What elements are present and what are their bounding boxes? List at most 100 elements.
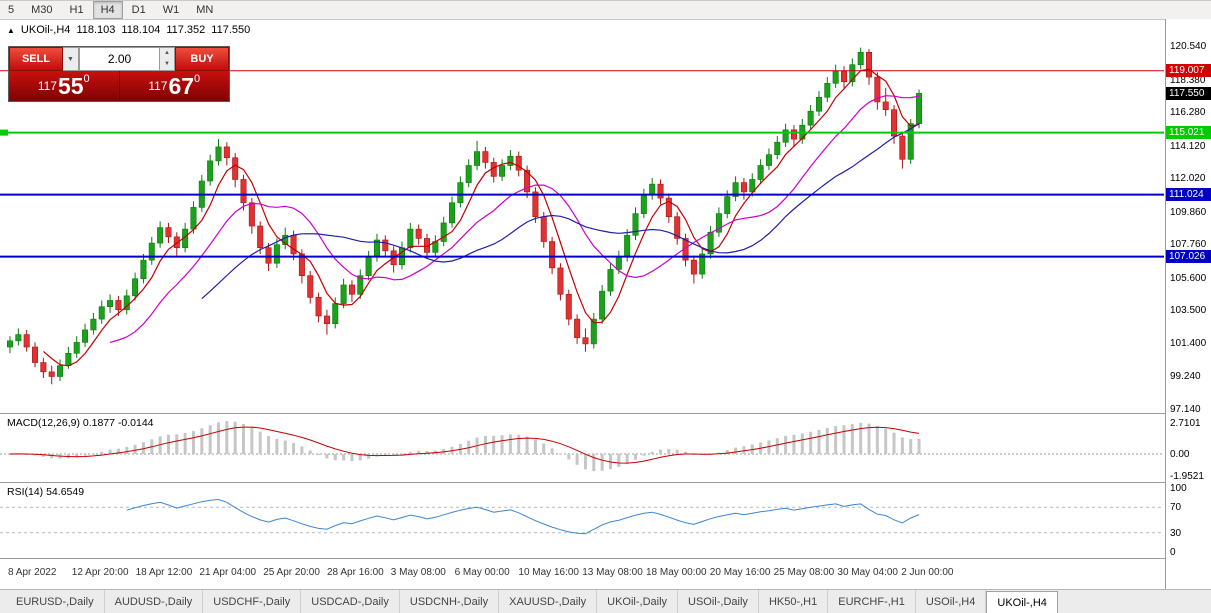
rsi-label: RSI(14) 54.6549 [7, 486, 85, 498]
time-label: 28 Apr 16:00 [327, 567, 384, 578]
sell-button[interactable]: SELL [9, 47, 63, 71]
rsi-tick-70: 70 [1170, 502, 1182, 514]
time-label: 18 Apr 12:00 [135, 567, 193, 578]
price-level-chip-111.024: 111.024 [1166, 188, 1211, 202]
timeframe-h4[interactable]: H4 [92, 1, 123, 19]
ohlc-close: 117.550 [211, 24, 251, 36]
sell-price-big: 55 [57, 73, 84, 99]
timeframe-toolbar: 5 M30 H1 H4 D1 W1 MN [0, 1, 1211, 20]
price-tick-101.400: 101.400 [1170, 337, 1207, 349]
sell-price-display[interactable]: 117 55 0 [9, 71, 119, 101]
macd-indicator-panel[interactable] [0, 414, 1165, 482]
price-level-chip-117.550: 117.550 [1166, 86, 1211, 100]
time-label: 2 Jun 00:00 [901, 567, 954, 578]
macd-tick-2.7101: 2.7101 [1170, 418, 1201, 430]
chart-tab-eurusd-daily[interactable]: EURUSD-,Daily [6, 590, 105, 613]
volume-stepper[interactable]: ▲ ▼ [160, 47, 175, 71]
ohlc-open: 118.103 [76, 24, 116, 36]
price-axis[interactable]: 120.540 118.380 116.280 114.120 112.020 109.8… [1165, 19, 1211, 589]
price-level-chip-115.021: 115.021 [1166, 126, 1211, 140]
volume-down-icon[interactable]: ▼ [164, 61, 170, 67]
buy-price-small: 117 [148, 79, 168, 93]
time-label: 3 May 08:00 [390, 567, 446, 578]
price-level-chip-119.007: 119.007 [1166, 64, 1211, 78]
chart-symbol-icon: ▲ [7, 25, 15, 35]
timeframe-w1[interactable]: W1 [162, 4, 180, 16]
time-label: 18 May 00:00 [646, 567, 707, 578]
timeframe-d1[interactable]: D1 [131, 4, 146, 16]
time-label: 6 May 00:00 [454, 567, 510, 578]
moving-average-24 [201, 123, 920, 300]
candles-group [7, 47, 923, 385]
chart-tab-usoil-h4[interactable]: USOil-,H4 [916, 590, 987, 613]
chart-tab-xauusd-daily[interactable]: XAUUSD-,Daily [499, 590, 598, 613]
chart-tabs-bar: EURUSD-,Daily AUDUSD-,Daily USDCHF-,Daily U… [0, 589, 1211, 613]
price-tick-99.240: 99.240 [1170, 371, 1201, 383]
price-tick-97.140: 97.140 [1170, 404, 1201, 415]
ohlc-low: 117.352 [166, 24, 206, 36]
chart-header: ▲ UKOil-,H4 118.103 118.104 117.352 117.… [7, 24, 250, 36]
volume-input[interactable] [79, 47, 160, 71]
price-tick-105.600: 105.600 [1170, 272, 1207, 284]
rsi-tick-100: 100 [1170, 483, 1187, 494]
price-tick-114.120: 114.120 [1170, 140, 1206, 152]
macd-signal-line [9, 426, 920, 464]
price-level-chip-107.026: 107.026 [1166, 250, 1211, 264]
time-label: 25 Apr 20:00 [263, 567, 320, 578]
timeframe-m30[interactable]: M30 [31, 4, 53, 16]
timeframe-mn[interactable]: MN [196, 4, 214, 16]
time-axis[interactable]: 8 Apr 2022 12 Apr 20:00 18 Apr 12:00 21 Apr… [0, 559, 1165, 589]
chart-tab-audusd-daily[interactable]: AUDUSD-,Daily [105, 590, 204, 613]
ohlc-high: 118.104 [121, 24, 161, 36]
time-label: 10 May 16:00 [518, 567, 579, 578]
chart-tab-ukoil-h4[interactable]: UKOil-,H4 [986, 591, 1058, 613]
chart-tab-eurchf-h1[interactable]: EURCHF-,H1 [828, 590, 916, 613]
macd-tick--1.9521: -1.9521 [1170, 471, 1204, 483]
timeframe-h1[interactable]: H1 [69, 4, 84, 16]
rsi-tick-30: 30 [1170, 527, 1182, 539]
time-label: 20 May 16:00 [709, 567, 771, 578]
time-label: 21 Apr 04:00 [199, 567, 257, 578]
buy-price-big: 67 [168, 73, 195, 99]
moving-average-5 [42, 68, 920, 367]
rsi-indicator-panel[interactable] [0, 483, 1165, 558]
chart-tab-usoil-daily[interactable]: USOil-,Daily [678, 590, 759, 613]
hline-anchor-marker [0, 129, 8, 136]
buy-button[interactable]: BUY [175, 47, 229, 71]
chart-tab-usdcnh-daily[interactable]: USDCNH-,Daily [400, 590, 500, 613]
macd-label: MACD(12,26,9) 0.1877 -0.0144 [7, 417, 154, 429]
price-tick-109.860: 109.860 [1170, 206, 1207, 218]
macd-histogram [8, 421, 921, 472]
time-label: 13 May 08:00 [582, 567, 643, 578]
price-tick-107.760: 107.760 [1170, 239, 1207, 251]
panel-divider[interactable] [0, 413, 1211, 414]
chart-tab-usdcad-daily[interactable]: USDCAD-,Daily [301, 590, 400, 613]
macd-tick-0.00: 0.00 [1170, 449, 1190, 460]
rsi-tick-0: 0 [1170, 547, 1176, 558]
panel-divider [0, 558, 1211, 559]
chart-tab-usdchf-daily[interactable]: USDCHF-,Daily [203, 590, 302, 613]
price-tick-103.500: 103.500 [1170, 305, 1207, 317]
time-label: 25 May 08:00 [773, 567, 835, 578]
price-tick-120.540: 120.540 [1170, 41, 1207, 52]
sell-price-sup: 0 [83, 73, 90, 85]
volume-dropdown-icon[interactable]: ▼ [63, 47, 79, 71]
rsi-line [126, 498, 920, 535]
price-tick-118.380: 118.380 [1170, 74, 1206, 86]
chart-tab-ukoil-daily[interactable]: UKOil-,Daily [597, 590, 679, 613]
sell-price-small: 117 [37, 79, 57, 93]
time-label: 12 Apr 20:00 [71, 567, 129, 578]
buy-price-display[interactable]: 117 67 0 [118, 71, 229, 101]
timeframe-5[interactable]: 5 [8, 4, 15, 16]
volume-up-icon[interactable]: ▲ [164, 50, 170, 56]
one-click-trade-panel: SELL ▼ ▲ ▼ BUY 117 55 0 117 67 0 [8, 46, 230, 102]
buy-price-sup: 0 [194, 73, 201, 85]
main-price-chart[interactable] [0, 19, 1165, 413]
time-label: 8 Apr 2022 [8, 567, 57, 578]
price-tick-112.020: 112.020 [1170, 173, 1206, 185]
time-label: 30 May 04:00 [837, 567, 898, 578]
panel-divider[interactable] [0, 482, 1211, 483]
chart-tab-hk50-h1[interactable]: HK50-,H1 [759, 590, 829, 613]
chart-symbol: UKOil-,H4 [20, 24, 71, 36]
